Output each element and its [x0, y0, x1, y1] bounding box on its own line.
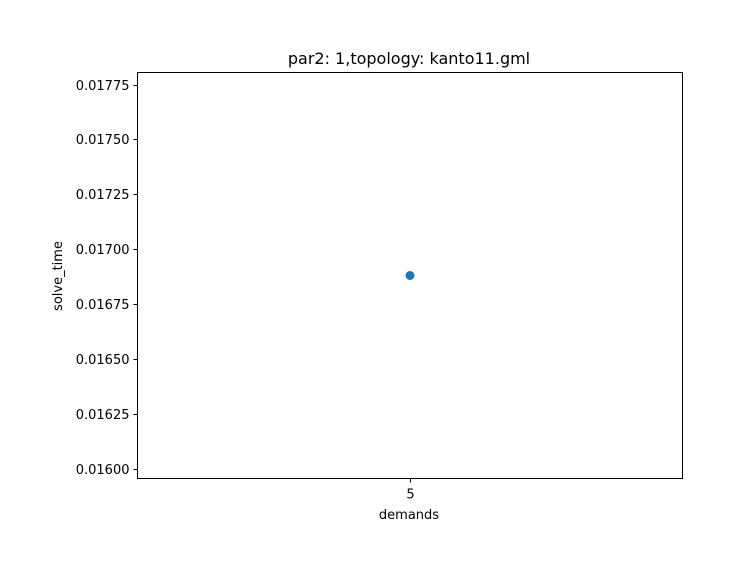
y-tick-label: 0.01650	[76, 353, 130, 368]
y-axis-label: solve_time	[51, 241, 66, 311]
chart-title: par2: 1,topology: kanto11.gml	[288, 49, 530, 68]
y-axis: 0.01600 0.01625 0.01650 0.01675 0.01700 0.017…	[76, 79, 138, 478]
x-tick-label: 5	[406, 488, 414, 503]
y-tick-label: 0.01750	[76, 133, 130, 148]
y-tick-label: 0.01600	[76, 463, 130, 478]
y-tick-label: 0.01700	[76, 243, 130, 258]
y-tick-label: 0.01625	[76, 408, 130, 423]
x-axis: 5	[406, 478, 415, 503]
x-axis-label: demands	[379, 508, 439, 523]
y-tick-label: 0.01725	[76, 188, 130, 203]
y-tick-label: 0.01675	[76, 298, 130, 313]
data-points	[405, 271, 415, 280]
y-tick-label: 0.01775	[76, 79, 130, 94]
data-point	[405, 271, 415, 280]
